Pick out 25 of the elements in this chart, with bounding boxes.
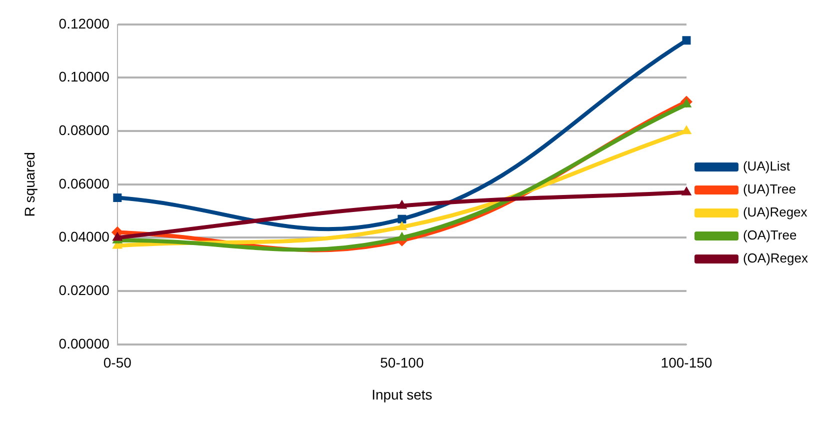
y-tick-label: 0.12000 — [58, 15, 110, 32]
y-tick-label: 0.00000 — [58, 335, 110, 352]
point — [396, 232, 408, 241]
legend-label: (OA)Regex — [742, 250, 808, 266]
point — [112, 232, 123, 241]
point — [396, 221, 408, 230]
x-tick-label: 50-100 — [380, 354, 424, 371]
y-tick-label: 0.02000 — [58, 282, 110, 298]
legend-label: (UA)Regex — [742, 204, 808, 220]
y-tick-label: 0.10000 — [58, 68, 110, 85]
x-axis-title: Input sets — [372, 386, 432, 402]
y-tick-label: 0.08000 — [58, 122, 110, 138]
y-tick-label: 0.04000 — [58, 228, 110, 245]
x-tick-label: 100-150 — [660, 354, 712, 371]
point — [398, 214, 406, 224]
legend-label: (OA)Tree — [742, 228, 797, 243]
x-tick-label: 0-50 — [103, 354, 132, 371]
point — [681, 186, 692, 196]
legend-label: (UA)List — [742, 158, 790, 174]
y-tick-label: 0.06000 — [58, 175, 110, 192]
point — [113, 193, 122, 202]
point — [682, 36, 691, 45]
point — [396, 200, 408, 209]
legend-label: (UA)Tree — [742, 182, 796, 197]
y-axis-title: R squared — [21, 152, 38, 217]
